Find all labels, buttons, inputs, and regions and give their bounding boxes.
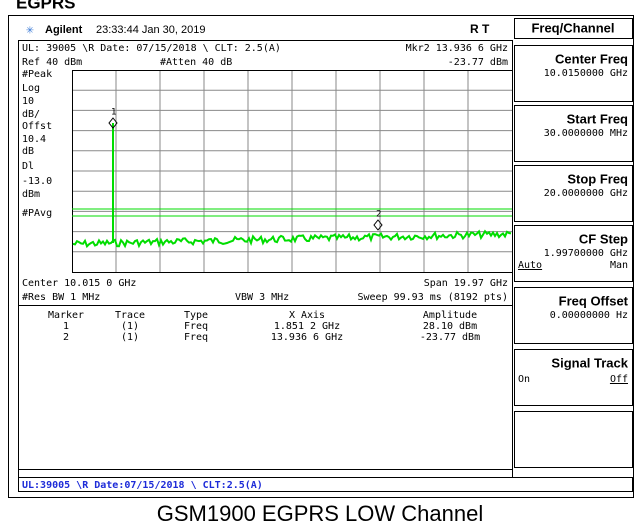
softkey-label: CF Step [579, 231, 628, 246]
left-label: 10.4 [22, 134, 46, 145]
table-cell: -23.77 dBm [420, 332, 480, 343]
trace [72, 229, 512, 249]
table-cell: (1) [121, 332, 139, 343]
marker-1-label: 1 [111, 108, 116, 118]
atten: #Atten 40 dB [160, 57, 232, 68]
status: R T [470, 22, 490, 36]
softkey[interactable] [514, 165, 633, 222]
graticule [72, 70, 513, 273]
softkey-option: Auto [518, 260, 542, 271]
table-cell: (1) [121, 321, 139, 332]
left-label: dBm [22, 189, 40, 200]
star-icon: ✳ [26, 23, 34, 38]
softkey-value: 20.0000000 GHz [544, 188, 628, 199]
softkey-value: 1.99700000 GHz [544, 248, 628, 259]
table-cell: Freq [184, 332, 208, 343]
left-label: #PAvg [22, 208, 52, 219]
vbw: VBW 3 MHz [235, 292, 289, 303]
menu: Center Freq 10.0150000 GHz Start Freq 30.00… [514, 45, 633, 468]
marker-table: Marker Trace Type X Axis Amplitude 1 (1) Freq 1.… [48, 310, 480, 343]
marker-readout: Mkr2 13.936 6 GHz [406, 43, 508, 54]
rbw: #Res BW 1 MHz [22, 292, 100, 303]
ref-level: Ref 40 dBm [22, 57, 82, 68]
left-label: dB [22, 146, 34, 157]
softkey-value: 10.0150000 GHz [544, 68, 628, 79]
brand: Agilent [45, 24, 83, 36]
left-labels: #Peak Log 10 dB/Offst 10.4dB Dl -13.0 dBm #PAvg [22, 69, 52, 219]
softkey-label: Stop Freq [567, 171, 628, 186]
softkey-option: On [518, 374, 530, 385]
table-header: X Axis [289, 310, 325, 321]
softkey [514, 411, 633, 468]
softkey[interactable] [514, 287, 633, 344]
softkey-label: Freq Offset [559, 293, 629, 308]
table-header: Amplitude [423, 310, 477, 321]
table-cell: 28.10 dBm [423, 321, 477, 332]
top-label: EGPRS [16, 0, 76, 12]
center: Center 10.015 0 GHz [22, 278, 136, 289]
left-label: dB/ [22, 109, 40, 120]
menu-title: Freq/Channel [531, 20, 614, 35]
left-label: 10 [22, 96, 34, 107]
softkey-value: 0.00000000 Hz [550, 310, 628, 321]
softkey[interactable] [514, 105, 633, 162]
softkey-option: Man [610, 260, 628, 271]
softkey-label: Signal Track [551, 355, 628, 370]
softkey-option: Off [610, 374, 628, 385]
screen [18, 40, 513, 478]
table-cell: 13.936 6 GHz [271, 332, 343, 343]
caption: GSM1900 EGPRS LOW Channel [157, 501, 483, 526]
status-bar: UL:39005 \R Date:07/15/2018 \ CLT:2.5(A) [22, 480, 263, 491]
left-label: #Peak [22, 69, 52, 80]
softkey-label: Start Freq [567, 111, 628, 126]
softkey[interactable] [514, 349, 633, 406]
marker-1 [108, 117, 118, 129]
left-label: -13.0 [22, 176, 52, 187]
table-cell: 1.851 2 GHz [274, 321, 340, 332]
left-label: Dl [22, 161, 34, 172]
table-cell: 2 [63, 332, 69, 343]
menu-title-box [514, 18, 633, 39]
table-header: Type [184, 310, 208, 321]
softkey[interactable] [514, 225, 633, 282]
table-header: Trace [115, 310, 145, 321]
marker-amp: -23.77 dBm [448, 57, 508, 68]
softkey[interactable] [514, 45, 633, 102]
sweep: Sweep 99.93 ms (8192 pts) [357, 292, 508, 303]
screen-line1: UL: 39005 \R Date: 07/15/2018 \ CLT: 2.5… [22, 43, 281, 54]
marker-2-label: 2 [376, 210, 381, 220]
softkey-label: Center Freq [555, 51, 628, 66]
span: Span 19.97 GHz [424, 278, 508, 289]
marker-2 [373, 219, 383, 231]
table-cell: Freq [184, 321, 208, 332]
table-cell: 1 [63, 321, 69, 332]
left-label: Log [22, 83, 40, 94]
table-header: Marker [48, 310, 84, 321]
timestamp: 23:33:44 Jan 30, 2019 [96, 24, 205, 36]
left-label: Offst [22, 121, 52, 132]
status-bar-box [18, 477, 633, 492]
softkey-value: 30.0000000 MHz [544, 128, 628, 139]
